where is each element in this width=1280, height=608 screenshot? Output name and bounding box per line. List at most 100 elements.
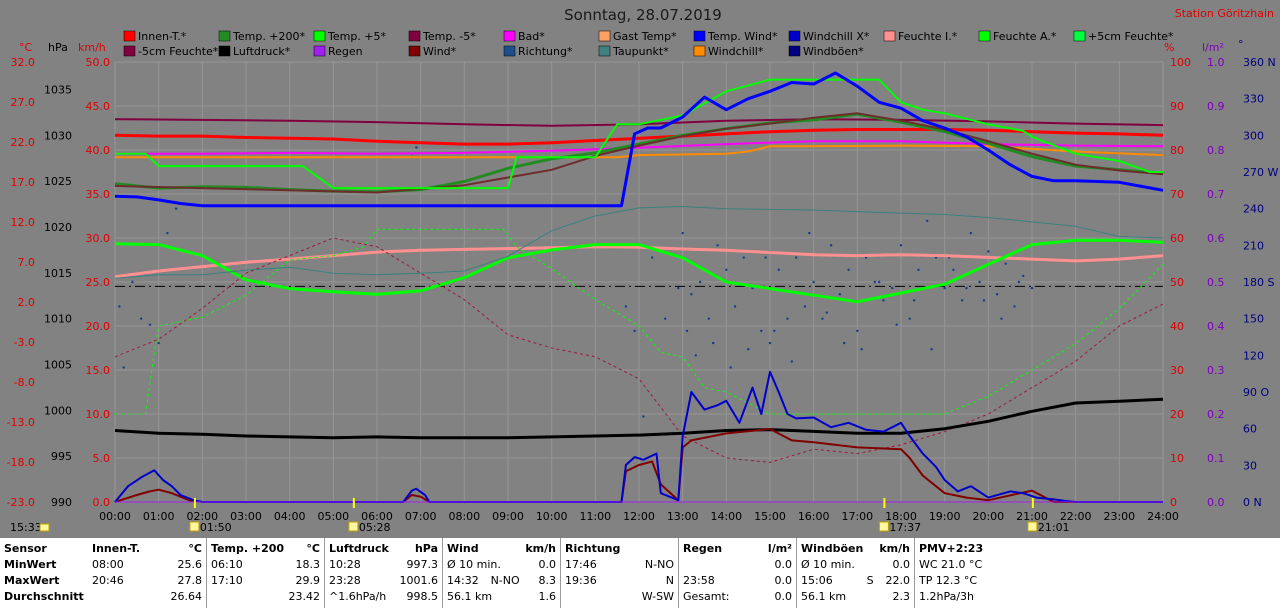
stats-value: TP 12.3 °C bbox=[919, 574, 978, 587]
direction-point bbox=[698, 280, 702, 284]
stats-column: Wind km/h Ø 10 min. 0.0 14:32 N-NO 8.3 56.1 km 1… bbox=[442, 538, 560, 608]
humidity-tick-label: 100 bbox=[1170, 56, 1191, 69]
event-marker-label: 21:01 bbox=[1038, 521, 1070, 534]
direction-point bbox=[777, 268, 780, 271]
direction-point bbox=[690, 293, 693, 296]
direction-point bbox=[725, 268, 728, 271]
stats-value: 0.0 bbox=[774, 574, 792, 587]
direction-point bbox=[166, 231, 169, 235]
temp-tick-label: 22.0 bbox=[11, 136, 36, 149]
stats-value: 22.0 bbox=[885, 574, 910, 587]
stats-column-header: Windböen km/h bbox=[801, 541, 910, 557]
direction-point bbox=[790, 360, 794, 363]
direction-point bbox=[891, 286, 894, 290]
stats-value: N bbox=[665, 574, 674, 587]
stats-label-min: MinWert bbox=[4, 558, 57, 571]
pressure-tick-label: 1015 bbox=[44, 267, 72, 280]
x-tick-label: 20:00 bbox=[972, 510, 1004, 523]
temp-tick-label: 27.0 bbox=[11, 96, 36, 109]
direction-point bbox=[908, 317, 911, 320]
x-tick-label: 13:00 bbox=[667, 510, 699, 523]
event-marker-icon bbox=[348, 521, 359, 532]
stats-value: S bbox=[866, 574, 874, 587]
stats-value bbox=[247, 589, 283, 605]
temp-tick-label: 2.0 bbox=[18, 296, 36, 309]
direction-point bbox=[987, 250, 990, 253]
legend-swatch bbox=[313, 45, 326, 57]
stats-value bbox=[565, 589, 601, 605]
stats-value: Ø 10 min. bbox=[447, 558, 501, 571]
direction-point bbox=[808, 231, 811, 235]
rain-tick-label: 0.4 bbox=[1207, 320, 1225, 333]
stats-cell-avg: Gesamt: 0.0 bbox=[683, 589, 792, 605]
direction-point bbox=[1000, 317, 1003, 320]
event-marker-label: 17:37 bbox=[889, 521, 921, 534]
stats-value bbox=[364, 573, 399, 589]
legend-swatch bbox=[693, 45, 706, 57]
direction-point bbox=[415, 146, 418, 149]
stats-value bbox=[601, 589, 637, 605]
humidity-tick-label: 70 bbox=[1170, 188, 1184, 201]
pressure-tick-label: 990 bbox=[51, 496, 72, 509]
x-tick-label: 17:00 bbox=[841, 510, 873, 523]
legend-swatch bbox=[123, 45, 136, 57]
stats-value: Gesamt: bbox=[683, 590, 730, 603]
stats-value: 23:28 bbox=[329, 574, 361, 587]
legend-label: Richtung* bbox=[518, 45, 573, 58]
stats-cell-min: 0.0 bbox=[683, 557, 792, 573]
stats-value bbox=[211, 589, 247, 605]
stats-value bbox=[1157, 589, 1276, 605]
pressure-tick-label: 1025 bbox=[44, 175, 72, 188]
direction-point bbox=[912, 299, 916, 302]
x-tick-label: 21:00 bbox=[1016, 510, 1048, 523]
stats-value: 10:28 bbox=[329, 558, 361, 571]
legend-swatch bbox=[218, 30, 231, 42]
direction-point bbox=[960, 299, 964, 302]
speed-tick-label: 0.0 bbox=[93, 496, 111, 509]
direction-point bbox=[934, 256, 938, 259]
stats-value: ^1.6hPa/h bbox=[329, 590, 387, 603]
direction-point bbox=[838, 293, 842, 296]
direction-point bbox=[131, 280, 134, 284]
humidity-tick-label: 20 bbox=[1170, 408, 1184, 421]
speed-tick-label: 35.0 bbox=[86, 188, 111, 201]
x-tick-label: 12:00 bbox=[623, 510, 655, 523]
direction-point bbox=[742, 256, 745, 259]
x-tick-label: 06:00 bbox=[361, 510, 393, 523]
direction-point bbox=[899, 244, 903, 247]
stats-value bbox=[1038, 557, 1157, 573]
direction-tick-label: 60 bbox=[1243, 423, 1257, 436]
direction-tick-label: 120 bbox=[1243, 349, 1264, 362]
stats-column-unit bbox=[1098, 541, 1277, 557]
stats-column-title: Temp. +200 bbox=[211, 542, 285, 555]
stats-column-title: Richtung bbox=[565, 542, 621, 555]
stats-value bbox=[730, 589, 761, 605]
stats-value bbox=[386, 589, 406, 605]
stats-column-title: Innen-T. bbox=[92, 542, 141, 555]
legend-swatch bbox=[503, 45, 516, 57]
stats-column-title: Wind bbox=[447, 542, 479, 555]
legend-label: Windböen* bbox=[803, 45, 864, 58]
stats-column-title: PMV+2:23 bbox=[919, 542, 984, 555]
stats-column-unit bbox=[620, 541, 674, 557]
stats-column: Innen-T. °C 08:00 25.6 20:46 27.8 26.64 bbox=[88, 538, 206, 608]
stats-value: 23:58 bbox=[683, 574, 715, 587]
direction-point bbox=[664, 317, 667, 320]
direction-point bbox=[847, 268, 850, 271]
stats-value bbox=[1038, 573, 1157, 589]
humidity-tick-label: 50 bbox=[1170, 276, 1184, 289]
legend-label: Luftdruck* bbox=[233, 45, 291, 58]
direction-point bbox=[829, 244, 833, 247]
stats-value: WC 21.0 °C bbox=[919, 558, 983, 571]
direction-point bbox=[965, 286, 968, 290]
x-tick-label: 11:00 bbox=[579, 510, 611, 523]
stats-value bbox=[1157, 557, 1276, 573]
direction-point bbox=[677, 286, 680, 290]
speed-tick-label: 40.0 bbox=[86, 144, 111, 157]
legend-label: -5cm Feuchte* bbox=[138, 45, 219, 58]
x-tick-label: 19:00 bbox=[929, 510, 961, 523]
stats-value bbox=[1038, 589, 1157, 605]
event-marker-label: 01:50 bbox=[200, 521, 232, 534]
direction-point bbox=[978, 280, 981, 284]
stats-cell-max: TP 12.3 °C bbox=[919, 573, 1276, 589]
